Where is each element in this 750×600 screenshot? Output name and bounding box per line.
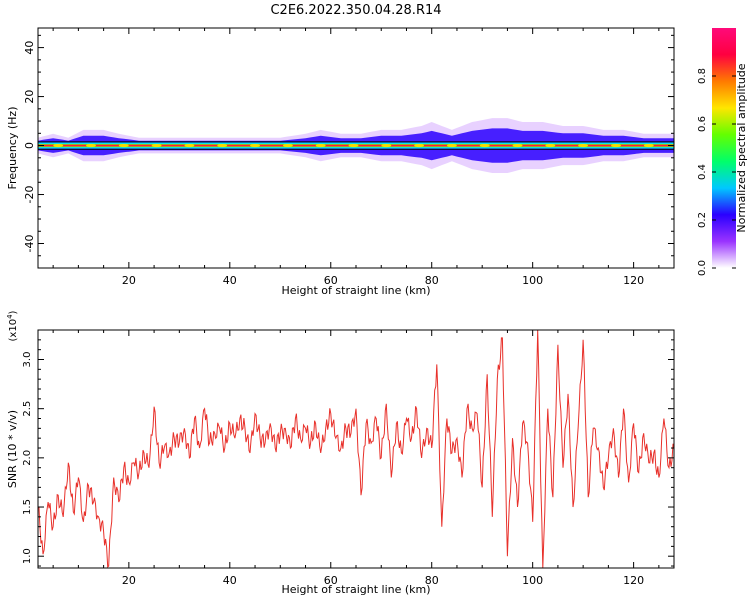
spectrogram-x-tick-label: 20 bbox=[122, 274, 136, 287]
snr-plot-area bbox=[37, 329, 675, 569]
snr-x-ticks: 20 40 60 80 100 120 bbox=[52, 330, 660, 587]
snr-y-tick-label: 1.0 bbox=[22, 548, 33, 564]
spectrogram-hot-spot bbox=[545, 143, 556, 148]
snr-x-tick-label: 60 bbox=[324, 574, 338, 587]
spectrogram-x-tick-label: 120 bbox=[623, 274, 644, 287]
spectrogram-hot-spot bbox=[315, 143, 326, 148]
spectrogram-y-tick-label: -40 bbox=[23, 235, 36, 253]
spectrogram-hot-spot bbox=[151, 143, 162, 148]
snr-x-tick-label: 100 bbox=[522, 574, 543, 587]
spectrogram-hot-spot bbox=[184, 143, 195, 148]
spectrogram-hot-spot bbox=[446, 143, 457, 148]
snr-y-tick-label: 1.5 bbox=[22, 499, 33, 515]
spectrogram-hot-spot bbox=[53, 143, 64, 148]
snr-y-tick-label: 2.5 bbox=[22, 401, 33, 417]
spectrogram-hot-spot bbox=[282, 143, 293, 148]
spectrogram-hot-spot bbox=[217, 143, 228, 148]
spectrogram-x-tick-label: 80 bbox=[425, 274, 439, 287]
snr-series-line bbox=[37, 329, 675, 569]
colorbar-label: Normalized spectral amplitude bbox=[735, 63, 748, 232]
snr-y-multiplier-exponent: 4 bbox=[6, 314, 14, 319]
spectrogram-x-axis-label: Height of straight line (km) bbox=[281, 284, 430, 297]
snr-y-ticks: 1.0 1.5 2.0 2.5 3.0 bbox=[22, 339, 674, 567]
spectrogram-x-tick-label: 40 bbox=[223, 274, 237, 287]
snr-panel: 20 40 60 80 100 120 1.0 1.5 2.0 2.5 3.0 Height of… bbox=[6, 310, 675, 596]
snr-x-axis-label: Height of straight line (km) bbox=[281, 583, 430, 596]
colorbar-scale bbox=[712, 28, 736, 268]
snr-y-tick-label: 2.0 bbox=[22, 450, 33, 466]
colorbar-ticks: 0.0 0.2 0.4 0.6 0.8 bbox=[697, 68, 736, 276]
spectrogram-hot-spot bbox=[611, 143, 621, 148]
colorbar-tick-label: 0.6 bbox=[697, 116, 708, 132]
snr-y-axis-label: SNR (10 * v/v) bbox=[6, 410, 19, 488]
spectrogram-hot-spot bbox=[414, 143, 425, 148]
snr-y-multiplier: (x104) bbox=[6, 310, 19, 341]
spectrogram-hot-spot bbox=[250, 143, 260, 148]
spectrogram-hot-spot bbox=[86, 143, 96, 148]
spectrogram-hot-spot bbox=[348, 143, 359, 148]
spectrogram-y-tick-label: 0 bbox=[23, 142, 36, 149]
spectrogram-hot-spot bbox=[643, 143, 654, 148]
colorbar-tick-label: 0.0 bbox=[697, 260, 708, 276]
colorbar: 0.0 0.2 0.4 0.6 0.8 Normalized spectral ampl… bbox=[697, 28, 748, 276]
figure-title: C2E6.2022.350.04.28.R14 bbox=[270, 3, 441, 18]
spectrogram-y-ticks: -40 -20 0 20 40 bbox=[23, 34, 674, 257]
snr-x-tick-label: 40 bbox=[223, 574, 237, 587]
colorbar-tick-label: 0.2 bbox=[697, 212, 708, 228]
snr-x-tick-label: 80 bbox=[425, 574, 439, 587]
spectrogram-y-axis-label: Frequency (Hz) bbox=[6, 107, 19, 190]
snr-y-multiplier-base: (x10 bbox=[8, 319, 19, 342]
colorbar-tick-label: 0.4 bbox=[697, 164, 708, 180]
snr-frame bbox=[37, 329, 675, 569]
spectrogram-hot-spot bbox=[512, 143, 523, 148]
spectrogram-y-tick-label: -20 bbox=[23, 186, 36, 204]
colorbar-tick-label: 0.8 bbox=[697, 68, 708, 84]
spectrogram-panel: 20 40 60 80 100 120 -40 -20 0 20 40 Height of str… bbox=[6, 27, 675, 297]
spectrogram-hot-spot bbox=[479, 143, 490, 148]
spectrogram-x-ticks: 20 40 60 80 100 120 bbox=[52, 28, 660, 287]
spectrogram-y-tick-label: 40 bbox=[23, 41, 36, 55]
spectrogram-y-tick-label: 20 bbox=[23, 90, 36, 104]
spectrogram-x-tick-label: 100 bbox=[522, 274, 543, 287]
snr-y-tick-label: 3.0 bbox=[22, 352, 33, 368]
snr-x-tick-label: 120 bbox=[623, 574, 644, 587]
snr-x-tick-label: 20 bbox=[122, 574, 136, 587]
spectrogram-x-tick-label: 60 bbox=[324, 274, 338, 287]
spectrogram-hot-spot bbox=[381, 143, 392, 148]
spectrogram-plot-area bbox=[38, 118, 674, 173]
spectrogram-hot-spot bbox=[118, 143, 129, 148]
spectrogram-hot-spot bbox=[578, 143, 589, 148]
snr-y-multiplier-close: ) bbox=[8, 310, 19, 314]
